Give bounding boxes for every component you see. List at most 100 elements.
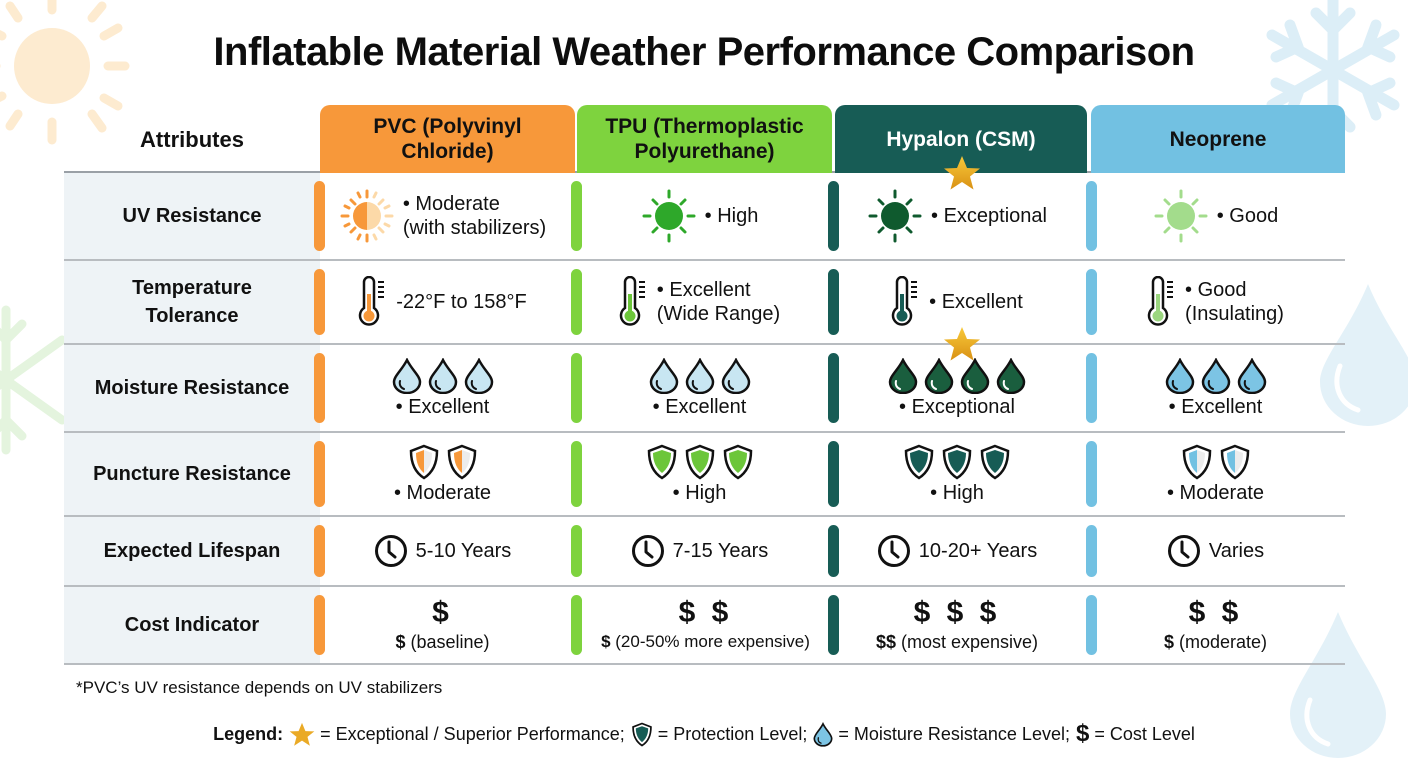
cell-value: 5-10 Years	[415, 540, 512, 562]
cell-hypalon-cost: $ $ $ $$ (most expensive)	[828, 587, 1086, 663]
cell-tpu-uv: • High	[571, 173, 828, 259]
cost-note: $$ (most expensive)	[876, 631, 1038, 653]
cell-value: • Excellent	[395, 395, 490, 418]
dollar-icon: $ $	[1188, 596, 1243, 629]
cost-symbol: $	[1163, 632, 1174, 652]
column-accent-bar	[828, 441, 839, 507]
column-accent-bar	[314, 595, 325, 655]
cell-value: 7-15 Years	[672, 540, 769, 562]
cell-hypalon-temperature: • Excellent	[828, 261, 1086, 343]
cell-value: • Excellent	[929, 291, 1023, 313]
cost-symbol: $$	[875, 632, 896, 652]
thermometer-icon	[1147, 276, 1174, 326]
star-icon	[944, 156, 980, 190]
shield-icon	[904, 444, 934, 479]
column-accent-bar	[314, 441, 325, 507]
row-label: Moisture Resistance	[64, 345, 320, 431]
cell-tpu-moisture: • Excellent	[571, 345, 828, 431]
cell-neoprene-moisture: • Excellent	[1086, 345, 1345, 431]
shield-icon	[409, 444, 438, 479]
attributes-header: Attributes	[140, 126, 244, 152]
column-accent-bar	[571, 525, 582, 577]
row-label: Cost Indicator	[64, 587, 320, 663]
column-header-pvc: PVC (Polyvinyl Chloride)	[320, 105, 575, 173]
cell-value: • Excellent	[1168, 395, 1263, 418]
column-accent-bar	[314, 353, 325, 423]
column-accent-bar	[571, 181, 582, 251]
water-drop-icon	[924, 357, 954, 394]
table-row-moisture-resistance: Moisture Resistance • Excellent	[64, 345, 1345, 433]
clock-icon	[374, 535, 407, 567]
legend-text: = Protection Level;	[657, 723, 808, 744]
table-row-cost-indicator: Cost Indicator $ $ (baseline) $ $ $ (20-…	[64, 587, 1345, 665]
dollar-icon: $	[432, 596, 453, 629]
cell-hypalon-puncture: • High	[828, 433, 1086, 515]
column-accent-bar	[828, 269, 839, 335]
cost-text: (baseline)	[405, 632, 490, 652]
column-accent-bar	[571, 595, 582, 655]
shield-icon	[723, 444, 752, 479]
dollar-icon: $	[1075, 720, 1090, 747]
comparison-table: Attributes PVC (Polyvinyl Chloride) TPU (…	[64, 105, 1345, 665]
water-drop-icon	[464, 357, 493, 394]
dollar-icon: $ $	[678, 596, 733, 629]
star-icon	[289, 722, 315, 746]
legend-label: Legend:	[213, 723, 284, 744]
shield-icon	[1182, 444, 1211, 479]
row-label: Puncture Resistance	[64, 433, 320, 515]
cell-hypalon-moisture: • Exceptional	[828, 345, 1086, 431]
column-accent-bar	[1086, 525, 1097, 577]
shield-icon	[631, 722, 652, 747]
column-accent-bar	[828, 525, 839, 577]
thermometer-icon	[359, 276, 385, 326]
water-drop-icon	[888, 357, 918, 394]
column-accent-bar	[828, 353, 839, 423]
column-accent-bar	[314, 269, 325, 335]
cell-note: (Wide Range)	[656, 303, 781, 325]
cell-hypalon-uv: • Exceptional	[828, 173, 1086, 259]
legend-item-exceptional: = Exceptional / Superior Performance;	[289, 722, 625, 747]
cell-tpu-puncture: • High	[571, 433, 828, 515]
cell-value: Varies	[1208, 540, 1265, 562]
cost-text: (moderate)	[1173, 632, 1268, 652]
cell-note: (with stabilizers)	[402, 217, 547, 239]
cell-neoprene-uv: • Good	[1086, 173, 1345, 259]
legend-item-protection: = Protection Level;	[631, 722, 808, 747]
table-row-uv-resistance: UV Resistance • Moderate (with stabilizer…	[64, 173, 1345, 261]
cell-neoprene-temperature: • Good (Insulating)	[1086, 261, 1345, 343]
star-icon	[944, 327, 980, 361]
cell-value: • Exceptional	[899, 395, 1015, 418]
sun-icon	[868, 189, 922, 243]
cell-pvc-lifespan: 5-10 Years	[314, 517, 571, 585]
column-header-text: Neoprene	[1169, 127, 1267, 151]
column-header-text: PVC (Polyvinyl	[373, 115, 522, 138]
column-accent-bar	[1086, 353, 1097, 423]
cell-value: • High	[930, 481, 984, 504]
column-accent-bar	[828, 595, 839, 655]
decorative-snowflake-icon	[0, 305, 67, 455]
legend: Legend: = Exceptional / Superior Perform…	[0, 720, 1408, 748]
column-header-text: Chloride)	[401, 140, 494, 163]
cell-value: • High	[672, 481, 727, 504]
legend-text: = Exceptional / Superior Performance;	[320, 723, 625, 744]
cell-pvc-cost: $ $ (baseline)	[314, 587, 571, 663]
sun-icon	[340, 189, 394, 243]
cell-tpu-lifespan: 7-15 Years	[571, 517, 828, 585]
shield-icon	[980, 444, 1010, 479]
row-label: Expected Lifespan	[64, 517, 320, 585]
water-drop-icon	[1165, 357, 1194, 394]
row-label-line: Tolerance	[145, 305, 239, 327]
cost-text: (20-50% more expensive)	[610, 632, 810, 651]
row-label: UV Resistance	[64, 173, 320, 259]
sun-icon	[642, 189, 696, 243]
cost-note: $ (20-50% more expensive)	[601, 631, 810, 653]
cell-value: • Moderate	[393, 481, 492, 504]
column-accent-bar	[571, 269, 582, 335]
cell-value: • Exceptional	[931, 205, 1047, 227]
column-header-text: Polyurethane)	[634, 140, 775, 163]
cell-neoprene-cost: $ $ $ (moderate)	[1086, 587, 1345, 663]
cell-pvc-moisture: • Excellent	[314, 345, 571, 431]
table-header-row: Attributes PVC (Polyvinyl Chloride) TPU (…	[64, 105, 1345, 173]
column-header-tpu: TPU (Thermoplastic Polyurethane)	[577, 105, 832, 173]
table-row-expected-lifespan: Expected Lifespan 5-10 Years 7-15 Years …	[64, 517, 1345, 587]
